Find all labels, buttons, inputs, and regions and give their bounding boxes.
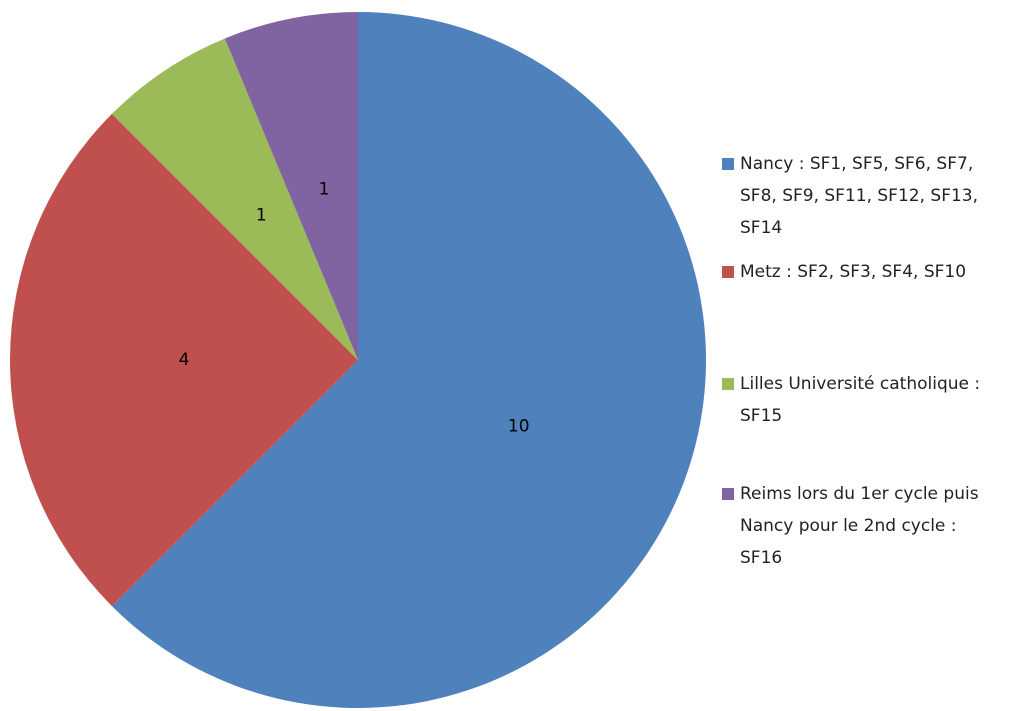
pie-slice — [111, 12, 706, 708]
data-label: 10 — [508, 417, 530, 437]
legend-item: Nancy : SF1, SF5, SF6, SF7, SF8, SF9, SF… — [722, 148, 1002, 244]
legend-label: Reims lors du 1er cycle puis Nancy pour … — [740, 484, 979, 568]
legend-label: Metz : SF2, SF3, SF4, SF10 — [740, 262, 967, 282]
pie-slice — [111, 38, 358, 360]
legend-label: Lilles Université catholique : SF15 — [740, 374, 981, 426]
legend-swatch — [722, 488, 734, 500]
legend-swatch — [722, 266, 734, 278]
data-label: 1 — [256, 205, 267, 225]
legend-item: Lilles Université catholique : SF15 — [722, 368, 1002, 432]
pie-slice — [9, 113, 358, 607]
legend-label: Nancy : SF1, SF5, SF6, SF7, SF8, SF9, SF… — [740, 154, 979, 238]
data-label: 1 — [319, 179, 330, 199]
pie-slice — [224, 11, 358, 360]
legend-item: Metz : SF2, SF3, SF4, SF10 — [722, 256, 1002, 288]
legend-item: Reims lors du 1er cycle puis Nancy pour … — [722, 478, 1002, 574]
legend-swatch — [722, 378, 734, 390]
legend-swatch — [722, 158, 734, 170]
data-label: 4 — [179, 350, 190, 370]
